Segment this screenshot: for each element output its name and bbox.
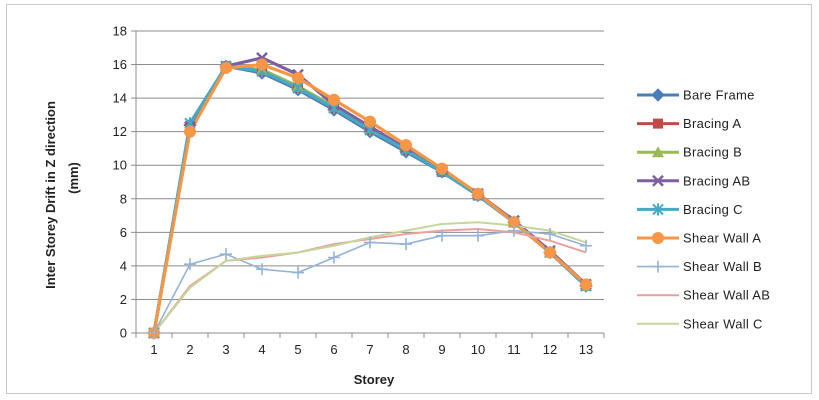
- y-tick-label: 4: [120, 258, 127, 273]
- legend: Bare Frame Bracing A Bracing B Bracing AB Br…: [637, 88, 770, 331]
- data-point: [580, 239, 592, 252]
- x-tick-label: 12: [543, 342, 557, 357]
- axes: [135, 31, 604, 334]
- data-point: [292, 82, 304, 95]
- data-point: [436, 162, 448, 175]
- x-tick-label: 9: [438, 342, 445, 357]
- legend-marker: [652, 203, 664, 216]
- data-point: [220, 61, 232, 74]
- x-tick-label: 1: [150, 342, 157, 357]
- x-tick-label: 10: [471, 342, 485, 357]
- legend-marker: [651, 88, 665, 102]
- legend-label: Shear Wall A: [683, 231, 761, 246]
- data-point: [148, 327, 160, 339]
- series-line: [152, 56, 588, 334]
- x-tick-label: 6: [330, 342, 337, 357]
- series-line: [152, 64, 588, 334]
- data-point: [328, 251, 340, 264]
- legend-marker: [652, 174, 664, 187]
- legend-label: Bracing C: [683, 202, 743, 217]
- series-line: [152, 64, 588, 334]
- data-point: [436, 229, 448, 242]
- data-point: [328, 93, 340, 106]
- data-point: [184, 125, 196, 138]
- y-tick-label: 10: [113, 158, 127, 173]
- legend-label: Shear Wall AB: [683, 288, 770, 303]
- y-axis-unit: (mm): [66, 162, 81, 194]
- data-point: [256, 58, 268, 71]
- y-tick-label: 0: [120, 326, 127, 341]
- legend-label: Shear Wall C: [683, 316, 763, 331]
- x-tick-label: 13: [579, 342, 593, 357]
- legend-marker: [652, 232, 664, 244]
- data-point: [400, 139, 412, 152]
- legend-label: Bracing B: [683, 145, 742, 160]
- x-tick-label: 7: [366, 342, 373, 357]
- legend-marker: [652, 260, 664, 273]
- x-tick-label: 3: [222, 342, 229, 357]
- legend-marker: [653, 118, 663, 129]
- x-axis-title: Storey: [354, 372, 395, 387]
- x-tick-label: 8: [402, 342, 409, 357]
- data-point: [508, 216, 520, 229]
- series-markers: [147, 51, 593, 340]
- data-point: [292, 266, 304, 279]
- series-lines: [152, 56, 588, 334]
- series-line: [152, 64, 588, 334]
- series-line: [152, 64, 588, 334]
- data-point: [580, 278, 592, 291]
- legend-label: Shear Wall B: [683, 259, 762, 274]
- data-point: [364, 115, 376, 128]
- data-point: [508, 224, 520, 237]
- x-tick-label: 2: [186, 342, 193, 357]
- y-tick-label: 18: [113, 24, 127, 39]
- legend-label: Bracing AB: [683, 173, 750, 188]
- y-axis-ticks: 0 2 4 6 8 10 12 14 16 18: [113, 24, 136, 341]
- data-point: [472, 229, 484, 242]
- legend-label: Bracing A: [683, 116, 741, 131]
- x-tick-label: 5: [294, 342, 301, 357]
- legend-marker: [652, 146, 664, 158]
- y-tick-label: 14: [113, 91, 127, 106]
- data-point: [364, 236, 376, 249]
- y-tick-label: 2: [120, 292, 127, 307]
- data-point: [544, 228, 556, 241]
- y-tick-label: 6: [120, 225, 127, 240]
- data-point: [400, 238, 412, 251]
- data-point: [544, 246, 556, 259]
- y-tick-label: 12: [113, 124, 127, 139]
- x-tick-label: 4: [258, 342, 265, 357]
- data-point: [220, 248, 232, 261]
- y-tick-label: 8: [120, 191, 127, 206]
- y-axis-title: Inter Storey Drift in Z direction: [43, 101, 58, 289]
- x-tick-label: 11: [507, 342, 521, 357]
- data-point: [292, 71, 304, 84]
- data-point: [472, 187, 484, 200]
- data-point: [184, 258, 196, 271]
- legend-label: Bare Frame: [683, 88, 755, 103]
- y-tick-label: 16: [113, 57, 127, 72]
- x-axis-ticks: 1 2 3 4 5 6 7 8 9 10 11 12 13: [135, 333, 605, 357]
- data-point: [256, 263, 268, 276]
